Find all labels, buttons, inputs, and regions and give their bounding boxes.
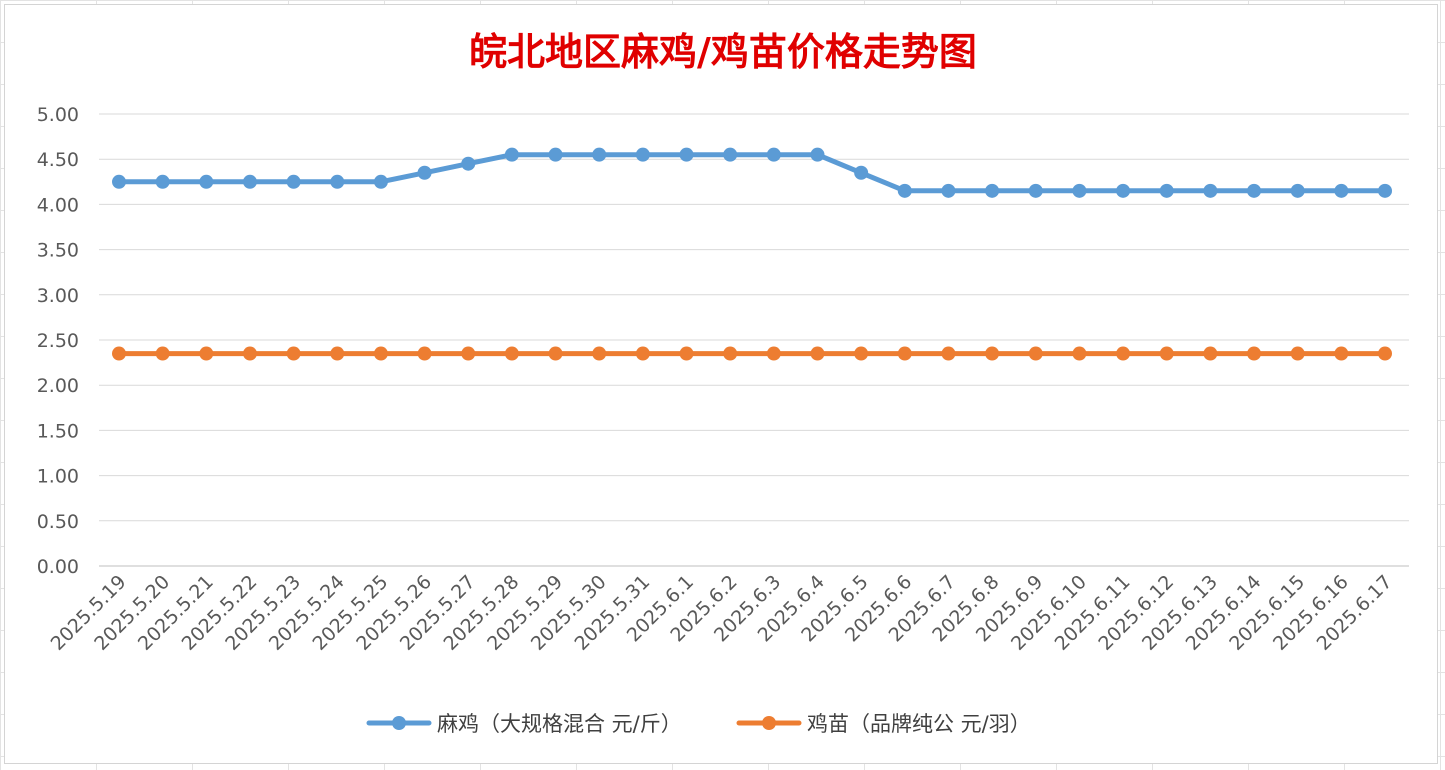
y-tick-label: 4.00 [37,194,79,216]
data-point[interactable] [1116,183,1131,198]
data-point[interactable] [985,346,1000,361]
data-point[interactable] [417,346,432,361]
data-point[interactable] [985,183,1000,198]
data-point[interactable] [723,346,738,361]
data-point[interactable] [112,174,126,189]
y-tick-label: 2.00 [37,375,79,397]
series-2 [112,346,1392,361]
legend-dot-marker [392,716,406,730]
series-line [116,152,1388,194]
data-point[interactable] [592,147,607,162]
y-axis: 0.00 0.50 1.00 1.50 2.00 2.50 3.00 3.50 4.00 4.50… [37,104,79,578]
series-group [112,147,1392,361]
data-point[interactable] [1028,183,1043,198]
legend[interactable]: 麻鸡（大规格混合 元/斤） 鸡苗（品牌纯公 元/羽） [366,712,1031,736]
data-point[interactable] [548,346,563,361]
data-point[interactable] [723,147,738,162]
data-point[interactable] [592,346,607,361]
data-point[interactable] [766,346,781,361]
data-point[interactable] [1247,346,1262,361]
data-point[interactable] [941,346,956,361]
y-tick-label: 3.50 [37,240,79,262]
legend-label: 麻鸡（大规格混合 元/斤） [437,712,682,736]
chart-area[interactable]: 皖北地区麻鸡/鸡苗价格走势图 0.00 0.50 1.00 1.50 2.00 2.50 3… [4,4,1438,764]
data-point[interactable] [1334,183,1349,198]
data-point[interactable] [330,346,345,361]
data-point[interactable] [373,346,388,361]
y-tick-label: 0.00 [37,556,79,578]
data-point[interactable] [155,174,170,189]
data-point[interactable] [199,174,214,189]
data-point[interactable] [679,346,694,361]
legend-dot-marker [762,716,776,730]
data-point[interactable] [199,346,214,361]
data-point[interactable] [373,174,388,189]
y-tick-label: 4.50 [37,149,79,171]
data-point[interactable] [548,147,563,162]
data-point[interactable] [112,346,126,361]
data-point[interactable] [1116,346,1131,361]
gridlines [99,113,1409,567]
data-point[interactable] [635,346,650,361]
y-tick-label: 2.50 [37,330,79,352]
data-point[interactable] [1159,183,1174,198]
line-chart: 皖北地区麻鸡/鸡苗价格走势图 0.00 0.50 1.00 1.50 2.00 2.50 3… [37,29,1409,736]
data-point[interactable] [897,183,912,198]
data-point[interactable] [854,165,869,180]
data-point[interactable] [504,147,519,162]
data-point[interactable] [1334,346,1349,361]
data-point[interactable] [1203,183,1218,198]
data-point[interactable] [286,346,301,361]
y-tick-label: 1.00 [37,466,79,488]
series-1 [112,147,1392,198]
data-point[interactable] [1378,346,1392,361]
data-point[interactable] [854,346,869,361]
data-point[interactable] [242,174,257,189]
data-point[interactable] [504,346,519,361]
y-tick-label: 5.00 [37,104,79,126]
data-point[interactable] [1072,346,1087,361]
data-point[interactable] [1290,346,1305,361]
data-point[interactable] [766,147,781,162]
data-point[interactable] [1378,183,1392,198]
data-point[interactable] [286,174,301,189]
data-point[interactable] [155,346,170,361]
legend-item[interactable]: 鸡苗（品牌纯公 元/羽） [736,712,1031,736]
data-point[interactable] [417,165,432,180]
data-point[interactable] [242,346,257,361]
data-point[interactable] [810,147,825,162]
data-point[interactable] [897,346,912,361]
data-point[interactable] [941,183,956,198]
x-axis: 2025.5.192025.5.202025.5.212025.5.222025… [47,571,1397,655]
data-point[interactable] [679,147,694,162]
data-point[interactable] [810,346,825,361]
y-tick-label: 3.00 [37,285,79,307]
data-point[interactable] [330,174,345,189]
legend-label: 鸡苗（品牌纯公 元/羽） [807,712,1031,736]
data-point[interactable] [1203,346,1218,361]
legend-item[interactable]: 麻鸡（大规格混合 元/斤） [366,712,682,736]
chart-title: 皖北地区麻鸡/鸡苗价格走势图 [469,29,977,74]
data-point[interactable] [1028,346,1043,361]
data-point[interactable] [1159,346,1174,361]
data-point[interactable] [461,346,476,361]
data-point[interactable] [461,156,476,171]
data-point[interactable] [1072,183,1087,198]
data-point[interactable] [635,147,650,162]
y-tick-label: 0.50 [37,511,79,533]
data-point[interactable] [1290,183,1305,198]
y-tick-label: 1.50 [37,420,79,442]
data-point[interactable] [1247,183,1262,198]
